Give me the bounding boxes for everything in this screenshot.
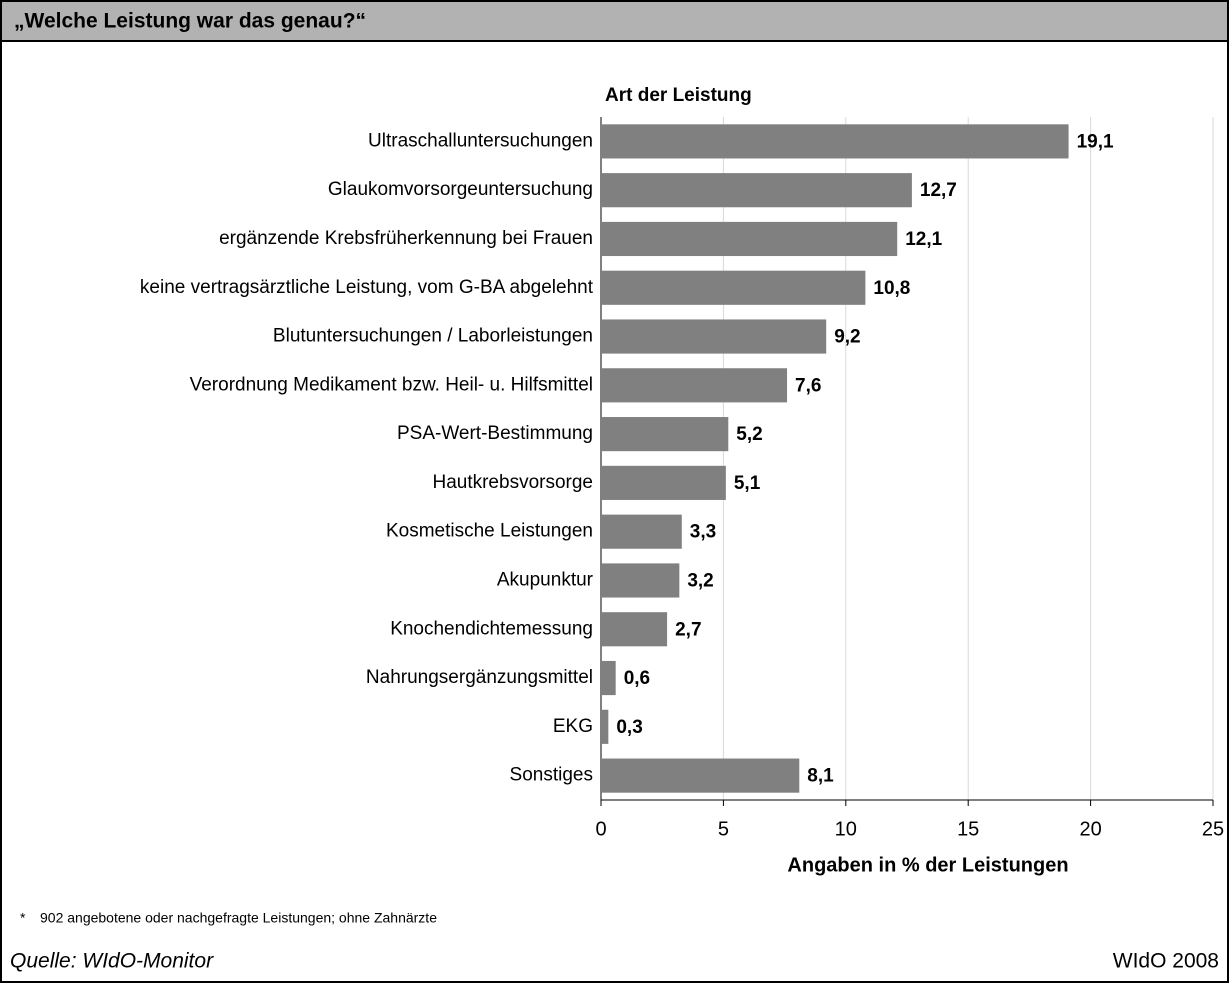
bar [601,221,898,257]
bar [601,465,726,500]
bar [601,660,616,696]
value-label: 0,6 [624,668,650,689]
value-label: 10,8 [873,278,910,299]
header-title: „Welche Leistung war das genau?“ [14,10,366,33]
y-tick-label: Akupunktur [497,569,594,590]
value-label: 9,2 [834,327,860,348]
y-tick-label: keine vertragsärztliche Leistung, vom G-… [140,277,594,298]
bar [601,417,729,452]
x-tick-label: 20 [1079,818,1101,840]
y-tick-label: Glaukomvorsorgeuntersuchung [328,179,593,200]
bar [601,612,668,647]
y-tick-label: Nahrungsergänzungsmittel [366,667,593,688]
value-label: 3,2 [687,570,713,591]
y-tick-label: Verordnung Medikament bzw. Heil- u. Hilf… [190,374,593,395]
bar [601,563,680,598]
source: Quelle: WIdO-Monitor [10,950,214,973]
x-tick-label: 25 [1202,818,1224,840]
bar [601,124,1069,159]
credit: WIdO 2008 [1113,950,1219,973]
y-tick-label: Hautkrebsvorsorge [432,472,593,493]
value-label: 2,7 [675,619,701,640]
value-label: 3,3 [690,522,716,543]
value-label: 7,6 [795,375,821,396]
y-tick-label: Blutuntersuchungen / Laborleistungen [273,326,593,347]
y-tick-label: Ultraschalluntersuchungen [368,130,593,151]
x-axis-label: Angaben in % der Leistungen [787,854,1068,876]
bar [601,709,609,744]
value-label: 0,3 [616,717,642,738]
bar [601,758,800,793]
bar [601,368,788,403]
bar [601,270,866,305]
footnote: 902 angebotene oder nachgefragte Leistun… [40,910,437,926]
bar [601,319,827,354]
y-tick-label: Knochendichtemessung [390,618,593,639]
axis-title: Art der Leistung [605,85,752,106]
footnote-marker: * [20,910,26,926]
value-label: 12,1 [905,229,942,250]
y-tick-label: PSA-Wert-Bestimmung [397,423,593,444]
value-label: 5,1 [734,473,761,494]
bar [601,514,682,549]
value-label: 8,1 [807,766,834,787]
y-tick-label: EKG [553,716,593,737]
value-label: 12,7 [920,180,957,201]
y-tick-label: ergänzende Krebsfrüherkennung bei Frauen [219,228,593,249]
x-tick-label: 0 [595,818,606,840]
x-tick-label: 10 [835,818,857,840]
header-bar [0,0,1229,42]
value-label: 19,1 [1077,131,1114,152]
bar [601,173,912,208]
x-tick-label: 15 [957,818,979,840]
y-tick-label: Sonstiges [510,765,593,786]
value-label: 5,2 [736,424,762,445]
x-tick-label: 5 [718,818,729,840]
y-tick-label: Kosmetische Leistungen [386,521,593,542]
